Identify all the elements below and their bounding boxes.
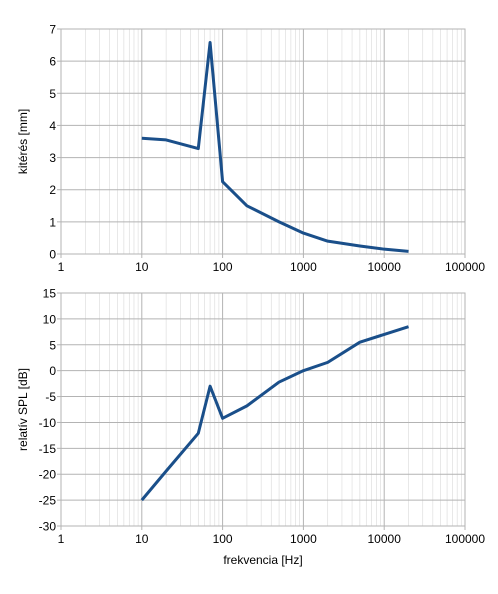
x-tick-label: 10 bbox=[135, 532, 149, 546]
y-tick-label: -5 bbox=[45, 390, 56, 404]
y-tick-label: 7 bbox=[49, 23, 56, 37]
y-tick-label: 0 bbox=[49, 248, 56, 262]
chart-2: 1 10 100 1000 10000 100000 -30 -25 -20 -15 -10 -5 0 5… bbox=[16, 287, 485, 568]
x-tick-label: 10 bbox=[135, 260, 149, 274]
plot-area-border bbox=[60, 292, 466, 527]
x-tick-label: 100 bbox=[213, 532, 233, 546]
x-tick-label: 1000 bbox=[290, 260, 317, 274]
y-tick-label: 4 bbox=[49, 119, 56, 133]
y-tick-label: 0 bbox=[49, 364, 56, 378]
series-line bbox=[141, 41, 409, 253]
y-tick-label: -30 bbox=[39, 520, 57, 534]
x-tick-label: 100000 bbox=[445, 260, 485, 274]
y-tick-label: -20 bbox=[39, 468, 57, 482]
y-tick-label: 1 bbox=[49, 215, 56, 229]
y-tick-label: 5 bbox=[49, 338, 56, 352]
x-tick-label: 10000 bbox=[368, 260, 402, 274]
y-tick-label: -25 bbox=[39, 494, 57, 508]
plot-area-border bbox=[60, 28, 466, 255]
y-tick-label: 15 bbox=[43, 287, 57, 301]
y-tick-label: -10 bbox=[39, 416, 57, 430]
x-tick-label: 1000 bbox=[290, 532, 317, 546]
y-tick-label: 6 bbox=[49, 55, 56, 69]
x-tick-label: 10000 bbox=[368, 532, 402, 546]
y-axis-label: relatív SPL [dB] bbox=[16, 368, 30, 451]
y-tick-label: 3 bbox=[49, 151, 56, 165]
x-tick-label: 100000 bbox=[445, 532, 485, 546]
y-tick-label: 2 bbox=[49, 183, 56, 197]
series-line bbox=[140, 325, 409, 502]
x-tick-label: 100 bbox=[213, 260, 233, 274]
y-axis-label: kitérés [mm] bbox=[16, 109, 30, 174]
y-tick-label: 10 bbox=[43, 312, 57, 326]
y-tick-label: -15 bbox=[39, 442, 57, 456]
y-tick-label: 5 bbox=[49, 87, 56, 101]
x-axis-label: frekvencia [Hz] bbox=[223, 553, 302, 567]
x-tick-label: 1 bbox=[58, 532, 65, 546]
x-tick-label: 1 bbox=[58, 260, 65, 274]
